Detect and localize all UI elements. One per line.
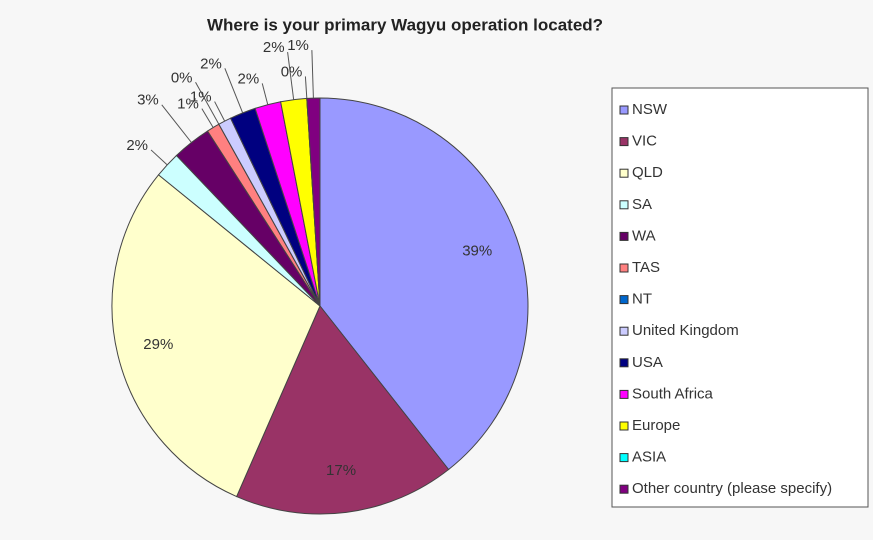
leader-line: [150, 149, 168, 166]
pie-slice: [235, 305, 450, 515]
leader-line: [161, 104, 192, 143]
legend-swatch: [619, 295, 629, 305]
legend-label: VIC: [632, 133, 657, 150]
legend-box: [611, 87, 869, 508]
data-label: 2%: [238, 70, 260, 87]
legend-swatch: [619, 453, 629, 463]
legend-label: NT: [632, 291, 652, 308]
legend-swatch: [619, 137, 629, 147]
legend-label: Other country (please specify): [632, 480, 832, 497]
legend-label: WA: [632, 227, 656, 244]
legend-swatch: [619, 168, 629, 178]
data-label: 0%: [281, 63, 303, 80]
legend-label: SA: [632, 196, 652, 213]
data-label: 1%: [177, 96, 199, 113]
data-label: 0%: [171, 69, 193, 86]
data-label: 1%: [287, 37, 309, 54]
data-label: 39%: [462, 243, 492, 260]
pie-slice: [306, 97, 321, 307]
data-label: 17%: [326, 462, 356, 479]
chart-title: Where is your primary Wagyu operation lo…: [207, 15, 603, 34]
pie-slice: [319, 97, 529, 471]
data-label: 3%: [137, 92, 159, 109]
legend-label: Europe: [632, 417, 680, 434]
legend-swatch: [619, 263, 629, 273]
legend-label: United Kingdom: [632, 322, 739, 339]
legend-label: QLD: [632, 164, 663, 181]
leader-line: [304, 76, 308, 99]
leader-line: [311, 50, 314, 99]
pie-slice: [111, 174, 321, 498]
legend-label: TAS: [632, 259, 660, 276]
legend-label: ASIA: [632, 449, 666, 466]
leader-line: [195, 82, 220, 125]
legend-swatch: [619, 484, 629, 494]
leader-line: [261, 83, 269, 105]
legend-swatch: [619, 200, 629, 210]
leader-line: [224, 68, 244, 114]
legend-swatch: [619, 389, 629, 399]
legend-swatch: [619, 358, 629, 368]
data-label: 2%: [263, 39, 285, 56]
legend-swatch: [619, 326, 629, 336]
data-label: 29%: [143, 336, 173, 353]
leader-line: [287, 51, 295, 100]
legend-swatch: [619, 421, 629, 431]
data-label: 1%: [190, 89, 212, 106]
leader-line: [214, 101, 226, 122]
legend-label: South Africa: [632, 385, 714, 402]
legend-label: USA: [632, 354, 663, 371]
legend-swatch: [619, 105, 629, 115]
legend-swatch: [619, 231, 629, 241]
data-label: 2%: [126, 137, 148, 154]
legend-label: NSW: [632, 101, 668, 118]
leader-line: [201, 108, 214, 128]
data-label: 2%: [200, 55, 222, 72]
